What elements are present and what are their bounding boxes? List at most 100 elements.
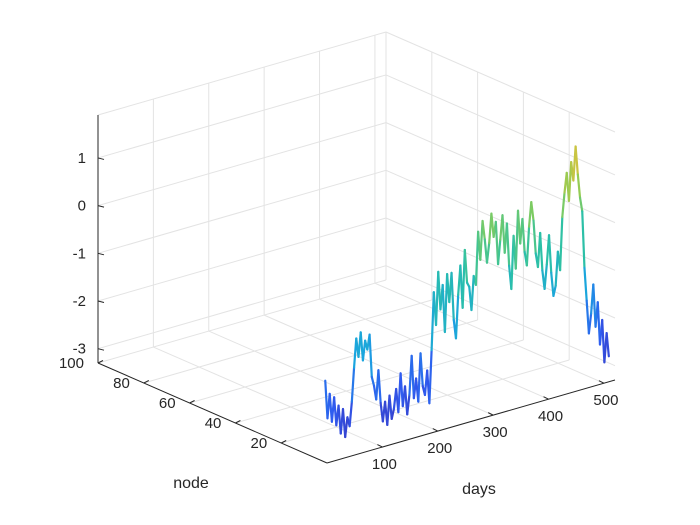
- series-segment: [567, 160, 573, 202]
- series-segment: [406, 393, 411, 416]
- z-tick-mark: [97, 205, 105, 208]
- node-tick-mark: [143, 380, 150, 384]
- series-segment: [547, 234, 553, 274]
- series-segment: [521, 217, 526, 253]
- node-tick-label: 20: [251, 435, 268, 452]
- days-tick-label: 300: [483, 424, 508, 441]
- series-segment: [496, 238, 502, 266]
- node-tick-mark: [189, 400, 195, 404]
- grid-line: [97, 279, 387, 364]
- series-segment: [348, 400, 353, 428]
- days-tick-mark: [598, 380, 605, 384]
- grid-line: [189, 319, 478, 404]
- series-segment: [370, 375, 376, 387]
- grid-line: [385, 169, 616, 271]
- series-segment: [550, 271, 555, 298]
- days-tick-label: 100: [372, 456, 397, 473]
- days-axis-label: days: [462, 481, 496, 498]
- node-tick-label: 60: [159, 395, 176, 412]
- grid-edge: [97, 31, 387, 116]
- days-axis-ticks: 100 200 300 400 500: [372, 380, 618, 473]
- series-segment: [505, 222, 511, 267]
- series-segment: [530, 201, 535, 222]
- grid-line: [97, 265, 387, 350]
- series-segment: [539, 231, 544, 272]
- series-segment: [350, 366, 356, 403]
- z-tick-mark: [97, 252, 105, 256]
- grid-line: [208, 330, 438, 432]
- days-tick-mark: [432, 428, 438, 432]
- series-segment: [587, 312, 593, 335]
- days-tick-mark: [377, 444, 383, 448]
- series-segment: [576, 173, 582, 199]
- series-segment: [605, 331, 610, 358]
- days-tick-label: 400: [538, 408, 563, 425]
- grid-line: [97, 217, 387, 302]
- series-segment: [454, 293, 460, 340]
- z-tick-label: -1: [73, 245, 86, 262]
- series-segment: [578, 196, 584, 213]
- series-segment: [558, 215, 564, 272]
- grid-line: [153, 346, 383, 448]
- series-segment: [428, 349, 433, 405]
- series-segment: [470, 274, 475, 312]
- grid-line: [319, 298, 549, 400]
- z-tick-label: 1: [78, 150, 86, 167]
- axes-grid: [97, 31, 616, 448]
- z-axis-ticks: 1 0 -1 -2 -3: [73, 150, 105, 358]
- series-segment: [561, 191, 566, 219]
- series-segment: [485, 241, 491, 264]
- series-segment: [481, 219, 486, 241]
- series-segment: [543, 263, 548, 291]
- grid-line: [385, 122, 616, 224]
- node-axis-label: node: [173, 475, 209, 492]
- series-segment: [388, 394, 393, 420]
- z-tick-label: -3: [73, 341, 86, 358]
- series-segment: [552, 284, 557, 298]
- series-segment: [443, 273, 449, 334]
- node-tick-label: 100: [59, 355, 84, 372]
- grid-line: [385, 265, 616, 367]
- series-segment: [419, 352, 424, 388]
- z-tick-mark: [97, 300, 105, 303]
- node-tick-mark: [97, 360, 104, 364]
- node-axis-ticks: 20 40 60 80 100: [59, 355, 287, 452]
- node-tick-mark: [235, 420, 241, 424]
- grid-line: [97, 122, 387, 207]
- series-segment: [479, 219, 484, 261]
- series-segment: [583, 266, 588, 302]
- series-segment: [463, 248, 469, 284]
- z-tick-label: -2: [73, 293, 86, 310]
- z-tick-mark: [97, 157, 105, 160]
- series-segment: [361, 339, 367, 362]
- z-tick-label: 0: [78, 198, 86, 215]
- series-segment: [581, 210, 586, 270]
- node-tick-label: 40: [205, 415, 222, 432]
- grid-edge: [385, 31, 616, 133]
- axes-lines: [97, 115, 616, 464]
- node-axis-line: [97, 362, 328, 464]
- series-segment: [377, 369, 382, 405]
- series-segment: [368, 333, 373, 378]
- days-tick-label: 500: [593, 392, 618, 409]
- days-axis-line: [326, 379, 616, 464]
- node-tick-label: 80: [113, 375, 130, 392]
- node-tick-mark: [280, 440, 287, 444]
- grid-line: [263, 314, 494, 416]
- days-tick-mark: [487, 412, 494, 416]
- series-segment: [532, 219, 537, 255]
- grid-line: [385, 74, 616, 176]
- z-tick-mark: [97, 348, 105, 351]
- grid-line: [374, 282, 605, 384]
- grid-line: [97, 74, 387, 159]
- series-segment: [344, 416, 349, 439]
- series-segment: [410, 354, 415, 400]
- days-tick-label: 200: [427, 440, 452, 457]
- grid-line: [143, 299, 432, 384]
- data-series: [324, 145, 610, 439]
- grid-line: [97, 169, 387, 254]
- grid-line: [281, 359, 570, 444]
- series-segment: [525, 225, 531, 267]
- days-tick-mark: [543, 396, 549, 400]
